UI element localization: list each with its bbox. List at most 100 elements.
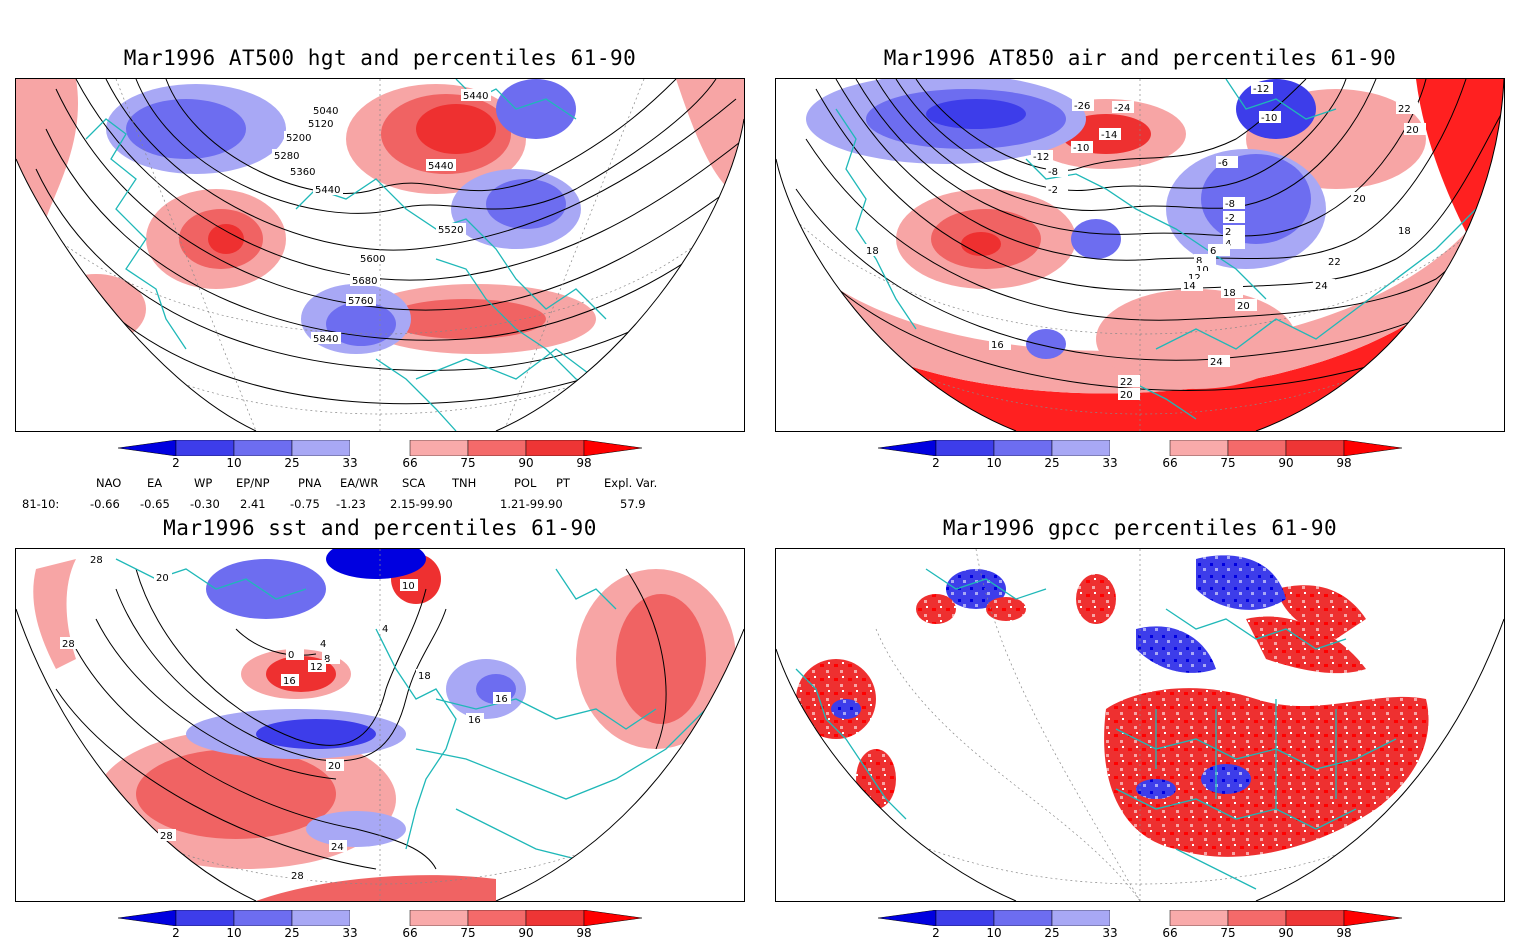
svg-text:18: 18 [1223, 288, 1236, 299]
colorbar-tick-label: 90 [518, 926, 534, 940]
index-value: 2.41 [240, 497, 266, 511]
svg-text:5680: 5680 [352, 276, 377, 287]
svg-text:16: 16 [991, 340, 1004, 351]
panel-title-gpcc: Mar1996 gpcc percentiles 61-90 [942, 516, 1338, 540]
index-header: EP/NP [236, 476, 270, 490]
svg-text:-26: -26 [1074, 101, 1090, 112]
contour-label-12: -2 [1223, 211, 1245, 224]
index-value: -1.23 [336, 497, 366, 511]
colorbar-swatch [175, 440, 235, 456]
colorbar-tick-label: 66 [402, 926, 418, 940]
colorbar-tick-label: 98 [576, 456, 592, 470]
colorbar-tick-label: 33 [1102, 926, 1118, 940]
colorbar-swatch [1285, 440, 1345, 456]
svg-text:5520: 5520 [438, 225, 463, 236]
colorbar-tick-label: 66 [402, 456, 418, 470]
svg-text:-6: -6 [1218, 158, 1228, 169]
contour-label-32: 18 [1396, 224, 1418, 237]
svg-text:-10: -10 [1261, 113, 1277, 124]
contour-label-13: 18 [416, 669, 434, 682]
svg-text:28: 28 [160, 831, 173, 842]
contour-label-4: -24 [1112, 101, 1134, 114]
contour-label-4: 10 [400, 579, 418, 592]
colorbar-swatch [1343, 910, 1403, 926]
colorbar-tick-label: 33 [1102, 456, 1118, 470]
index-value: 57.9 [620, 497, 646, 511]
contour-label-3: 28 [60, 637, 78, 650]
index-header: EA [147, 476, 163, 490]
contour-label-30: 22 [1396, 102, 1418, 115]
svg-text:2: 2 [1225, 227, 1231, 238]
colorbar-top-right: 2 10 25 33 66 75 90 98 [878, 440, 1418, 480]
svg-text:-8: -8 [1225, 199, 1235, 210]
colorbar-swatches [118, 440, 643, 456]
colorbar-swatch [409, 440, 469, 456]
colorbar-tick-label: 66 [1162, 926, 1178, 940]
index-header: WP [194, 476, 213, 490]
svg-text:4: 4 [320, 639, 326, 650]
contour-label-5: -14 [1099, 128, 1121, 141]
svg-text:18: 18 [1398, 226, 1411, 237]
svg-text:5440: 5440 [463, 91, 488, 102]
svg-text:16: 16 [468, 715, 481, 726]
svg-text:5120: 5120 [308, 119, 333, 130]
colorbar-swatch [1227, 910, 1287, 926]
index-value: -0.75 [290, 497, 320, 511]
svg-text:-8: -8 [1048, 167, 1058, 178]
contour-label-10: -2 [1046, 183, 1068, 196]
contour-label-11: 16 [493, 692, 511, 705]
colorbar-swatch [525, 440, 585, 456]
colorbar-swatch [350, 910, 410, 926]
svg-text:-12: -12 [1033, 152, 1049, 163]
svg-text:-12: -12 [1253, 84, 1269, 95]
colorbar-swatch [233, 910, 293, 926]
colorbar-swatch [1051, 910, 1111, 926]
colorbar-swatch [993, 440, 1053, 456]
colorbar-swatch [1169, 440, 1229, 456]
colorbar-swatch [583, 440, 643, 456]
svg-text:24: 24 [331, 842, 344, 853]
contour-label-1: 28 [88, 553, 106, 566]
colorbar-swatches [878, 440, 1403, 456]
colorbar-tick-label: 75 [460, 926, 476, 940]
contour-label-2: 20 [154, 571, 172, 584]
index-header: SCA [402, 476, 426, 490]
colorbar-tick-label: 10 [986, 926, 1002, 940]
colorbar-tick-label: 75 [460, 456, 476, 470]
map-panel-hgt: 5040 5120 5200 5280 5360 5440 5440 5440 … [15, 78, 745, 432]
svg-text:-10: -10 [1073, 143, 1089, 154]
contour-label-15: 6 [1208, 244, 1230, 257]
colorbar-tick-label: 90 [518, 456, 534, 470]
contour-label-8: 5440 [313, 183, 343, 196]
index-header: PNA [298, 476, 322, 490]
contour-label-26: 24 [1313, 279, 1335, 292]
colorbar-swatch [291, 910, 351, 926]
map-panel-gpcc [775, 548, 1505, 902]
svg-text:8: 8 [324, 654, 330, 665]
contour-label-27: 24 [1208, 355, 1230, 368]
map-hgt: 5040 5120 5200 5280 5360 5440 5440 5440 … [16, 79, 744, 431]
colorbar-tick-label: 75 [1220, 456, 1236, 470]
panel-title-sst: Mar1996 sst and percentiles 61-90 [163, 516, 597, 540]
colorbar-swatch [935, 440, 995, 456]
contour-label-17: 28 [289, 869, 307, 882]
svg-text:18: 18 [866, 246, 879, 257]
index-header: PT [556, 476, 570, 490]
svg-text:4: 4 [382, 624, 388, 635]
contour-label-8: -8 [1046, 165, 1068, 178]
svg-text:14: 14 [1183, 281, 1196, 292]
svg-text:28: 28 [291, 871, 304, 882]
svg-text:16: 16 [283, 676, 296, 687]
colorbar-tick-label: 2 [932, 456, 940, 470]
contour-label-19: 14 [1181, 279, 1203, 292]
contour-label-16: 28 [158, 829, 176, 842]
index-header: EA/WR [340, 476, 379, 490]
contour-label-31: 20 [1404, 123, 1426, 136]
contour-label-3: 5200 [284, 131, 314, 144]
contour-label-9: 12 [308, 660, 326, 673]
colorbar-tick-label: 10 [226, 926, 242, 940]
svg-text:22: 22 [1398, 104, 1411, 115]
svg-text:5760: 5760 [348, 296, 373, 307]
contour-label-1: 5040 [311, 104, 341, 117]
colorbar-tick-label: 25 [284, 926, 300, 940]
